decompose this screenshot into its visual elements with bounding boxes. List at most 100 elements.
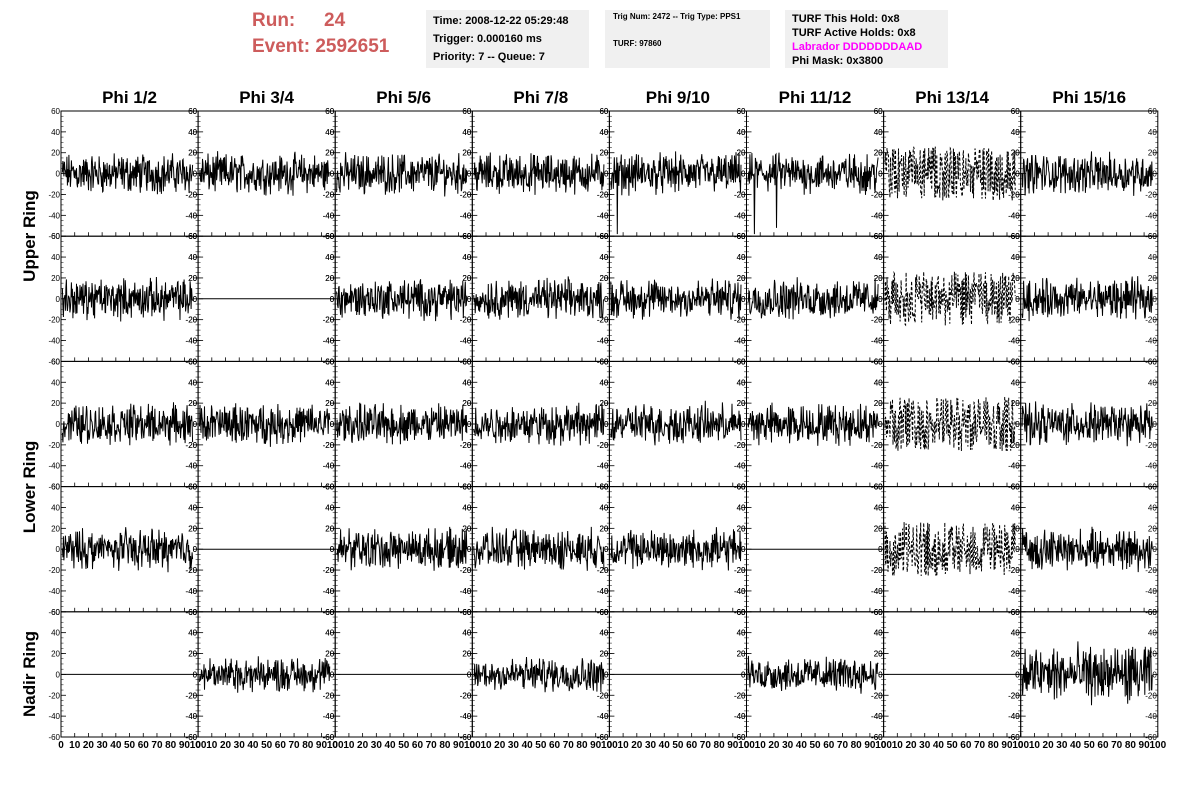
y-tick-label: 0 bbox=[330, 670, 335, 679]
y-tick-label: 40 bbox=[325, 503, 334, 512]
y-tick-label: -40 bbox=[597, 712, 609, 721]
y-tick-label: 40 bbox=[1011, 128, 1020, 137]
priority-text: Priority: 7 -- Queue: 7 bbox=[433, 51, 545, 63]
y-tick-label: -20 bbox=[186, 441, 198, 450]
y-tick-label: -20 bbox=[597, 566, 609, 575]
y-tick-label: -60 bbox=[48, 232, 60, 241]
y-tick-label: 0 bbox=[467, 670, 472, 679]
y-tick-label: -60 bbox=[871, 608, 883, 617]
y-tick-label: 20 bbox=[188, 149, 197, 158]
y-tick-label: -20 bbox=[597, 316, 609, 325]
y-tick-label: 60 bbox=[51, 483, 60, 492]
y-tick-label: -20 bbox=[48, 190, 60, 199]
y-tick-label: 60 bbox=[599, 608, 608, 617]
y-tick-label: 20 bbox=[737, 650, 746, 659]
x-tick-label: 0 bbox=[744, 740, 750, 751]
y-tick-label: 60 bbox=[874, 483, 883, 492]
y-tick-label: -60 bbox=[871, 232, 883, 241]
y-tick-label: 0 bbox=[741, 420, 746, 429]
x-tick-label: 40 bbox=[522, 740, 534, 751]
y-tick-label: 40 bbox=[874, 253, 883, 262]
column-title: Phi 15/16 bbox=[1052, 88, 1127, 107]
y-tick-label: 40 bbox=[462, 128, 471, 137]
y-tick-label: 40 bbox=[51, 378, 60, 387]
time-info-panel: Time: 2008-12-22 05:29:48 Trigger: 0.000… bbox=[426, 10, 589, 68]
y-tick-label: -60 bbox=[1008, 232, 1020, 241]
waveform-line bbox=[610, 527, 742, 571]
y-tick-label: -60 bbox=[1008, 733, 1020, 742]
x-tick-label: 80 bbox=[851, 740, 863, 751]
y-tick-label: 20 bbox=[188, 149, 197, 158]
y-tick-label: 0 bbox=[193, 420, 198, 429]
y-tick-label: 0 bbox=[878, 670, 883, 679]
y-tick-label: 60 bbox=[874, 107, 883, 116]
y-tick-label: -60 bbox=[460, 232, 472, 241]
y-tick-label: -60 bbox=[186, 733, 198, 742]
y-tick-label: 40 bbox=[874, 128, 883, 137]
y-tick-label: -60 bbox=[734, 608, 746, 617]
y-tick-label: -60 bbox=[48, 483, 60, 492]
y-tick-label: 60 bbox=[737, 357, 746, 366]
y-tick-label: -40 bbox=[323, 211, 335, 220]
x-tick-label: 90 bbox=[864, 740, 876, 751]
y-tick-label: 0 bbox=[741, 420, 746, 429]
y-tick-label: 60 bbox=[1011, 107, 1020, 116]
y-tick-label: -40 bbox=[597, 462, 609, 471]
y-tick-label: -40 bbox=[323, 712, 335, 721]
y-tick-label: 40 bbox=[599, 503, 608, 512]
y-tick-label: -20 bbox=[460, 691, 472, 700]
y-tick-label: -40 bbox=[597, 337, 609, 346]
waveform-line bbox=[610, 400, 742, 446]
y-tick-label: 40 bbox=[188, 128, 197, 137]
y-tick-label: -40 bbox=[734, 587, 746, 596]
y-tick-label: -40 bbox=[734, 337, 746, 346]
y-tick-label: 60 bbox=[874, 357, 883, 366]
y-tick-label: -60 bbox=[186, 608, 198, 617]
y-tick-label: 0 bbox=[1015, 170, 1020, 179]
y-tick-label: -40 bbox=[734, 712, 746, 721]
x-tick-label: 10 bbox=[755, 740, 767, 751]
y-tick-label: -20 bbox=[871, 566, 883, 575]
y-tick-label: -40 bbox=[734, 211, 746, 220]
y-tick-label: 20 bbox=[188, 399, 197, 408]
y-tick-label: 20 bbox=[462, 524, 471, 533]
y-tick-label: -20 bbox=[597, 566, 609, 575]
y-tick-label: -20 bbox=[1145, 190, 1157, 199]
y-tick-label: -20 bbox=[1008, 441, 1020, 450]
x-tick-label: 50 bbox=[535, 740, 547, 751]
y-tick-label: 40 bbox=[1148, 378, 1157, 387]
y-tick-label: 0 bbox=[56, 295, 61, 304]
y-tick-label: -40 bbox=[48, 462, 60, 471]
y-tick-label: 0 bbox=[741, 170, 746, 179]
y-tick-label: 60 bbox=[599, 232, 608, 241]
y-tick-label: 0 bbox=[330, 420, 335, 429]
y-tick-label: 40 bbox=[51, 253, 60, 262]
y-tick-label: 40 bbox=[462, 253, 471, 262]
y-tick-label: -60 bbox=[597, 733, 609, 742]
y-tick-label: -40 bbox=[1008, 462, 1020, 471]
y-tick-label: 0 bbox=[467, 545, 472, 554]
y-tick-label: 0 bbox=[604, 420, 609, 429]
y-tick-label: -20 bbox=[734, 566, 746, 575]
y-tick-label: -20 bbox=[323, 190, 335, 199]
y-tick-label: -20 bbox=[734, 441, 746, 450]
y-tick-label: 60 bbox=[51, 357, 60, 366]
y-tick-label: 60 bbox=[462, 232, 471, 241]
y-tick-label: -60 bbox=[48, 733, 60, 742]
y-tick-label: 40 bbox=[325, 378, 334, 387]
y-tick-label: -20 bbox=[734, 566, 746, 575]
y-tick-label: 0 bbox=[193, 295, 198, 304]
waveform-line bbox=[747, 655, 879, 694]
y-tick-label: 40 bbox=[737, 128, 746, 137]
x-tick-label: 100 bbox=[875, 740, 892, 751]
turf-this-hold: TURF This Hold: 0x8 bbox=[792, 13, 900, 25]
trig-text: Trig Num: 2472 -- Trig Type: PPS1 bbox=[613, 12, 741, 21]
y-tick-label: -40 bbox=[323, 712, 335, 721]
y-tick-label: 20 bbox=[1011, 149, 1020, 158]
y-tick-label: 60 bbox=[599, 107, 608, 116]
y-tick-label: 40 bbox=[325, 503, 334, 512]
y-tick-label: -20 bbox=[460, 316, 472, 325]
y-tick-label: 0 bbox=[330, 170, 335, 179]
y-tick-label: 60 bbox=[1011, 608, 1020, 617]
